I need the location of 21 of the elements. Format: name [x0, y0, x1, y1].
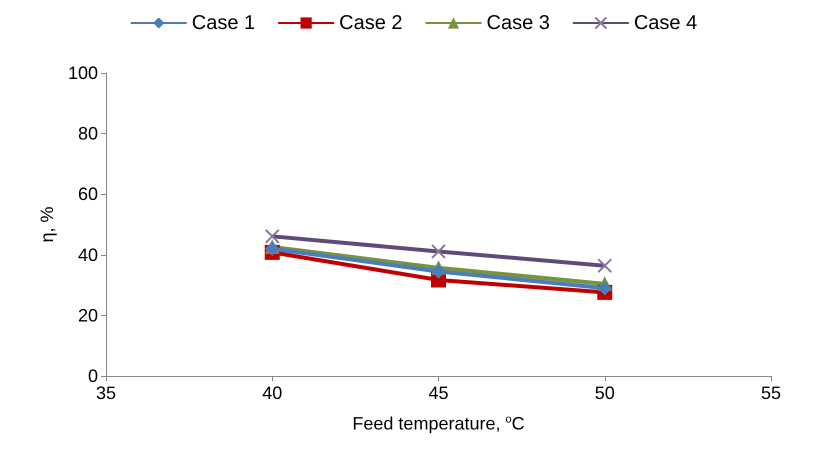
y-tick-label: 60: [78, 184, 98, 204]
y-axis-title: η, %: [37, 206, 57, 243]
y-tick-label: 20: [78, 305, 98, 326]
point: [431, 244, 446, 259]
x-tick-label: 35: [96, 383, 116, 403]
y-tick-label: 0: [88, 366, 98, 386]
x-tick-label: 45: [428, 383, 449, 403]
legend-label: Case 4: [634, 12, 698, 34]
y-tick-label: 40: [78, 244, 98, 265]
point: [432, 264, 446, 278]
y-tick-label: 100: [68, 63, 98, 83]
x-tick-label: 50: [594, 383, 615, 403]
y-tick-label: 80: [78, 124, 98, 144]
point: [597, 258, 612, 274]
x-tick-label: 55: [760, 383, 782, 403]
legend-label: Case 3: [486, 12, 550, 34]
legend-label: Case 2: [339, 12, 403, 34]
point: [598, 281, 612, 296]
x-tick-label: 40: [262, 383, 282, 403]
point: [264, 228, 280, 244]
legend-label: Case 1: [192, 12, 256, 34]
